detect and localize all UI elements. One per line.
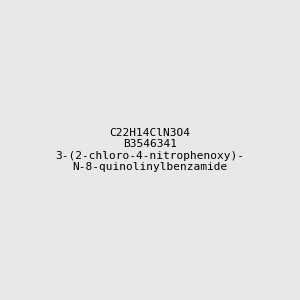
Text: C22H14ClN3O4
B3546341
3-(2-chloro-4-nitrophenoxy)-
N-8-quinolinylbenzamide: C22H14ClN3O4 B3546341 3-(2-chloro-4-nitr… xyxy=(56,128,244,172)
